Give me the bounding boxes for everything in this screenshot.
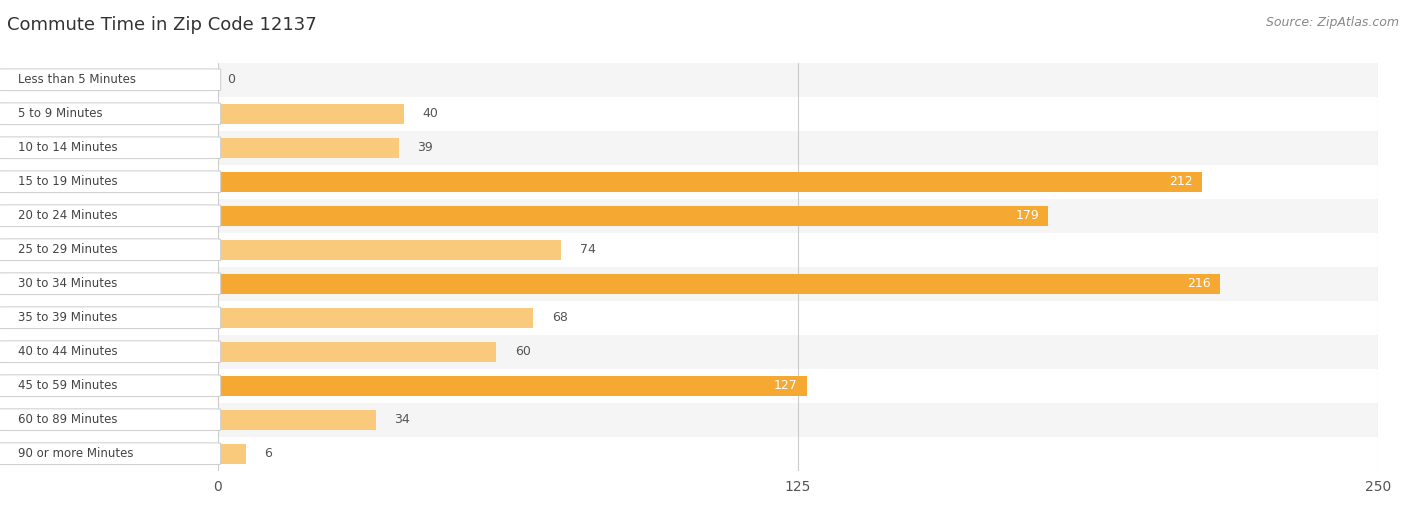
Text: 0: 0 — [228, 73, 235, 86]
FancyBboxPatch shape — [0, 409, 221, 430]
Bar — [218, 206, 1049, 225]
FancyBboxPatch shape — [0, 443, 221, 464]
Bar — [218, 342, 496, 361]
Bar — [218, 301, 1378, 335]
FancyBboxPatch shape — [0, 375, 221, 396]
Bar — [218, 138, 399, 157]
Text: 127: 127 — [775, 379, 799, 392]
Bar — [218, 131, 1378, 165]
Text: 74: 74 — [579, 243, 596, 256]
Bar — [218, 274, 1220, 293]
Bar — [218, 444, 246, 463]
Bar — [218, 410, 375, 429]
Text: Less than 5 Minutes: Less than 5 Minutes — [18, 73, 136, 86]
Bar — [218, 97, 1378, 131]
Bar — [218, 369, 1378, 403]
Bar — [218, 376, 807, 395]
Text: 90 or more Minutes: 90 or more Minutes — [18, 447, 134, 460]
FancyBboxPatch shape — [0, 341, 221, 362]
FancyBboxPatch shape — [0, 239, 221, 260]
FancyBboxPatch shape — [0, 273, 221, 294]
FancyBboxPatch shape — [0, 137, 221, 158]
Text: 179: 179 — [1015, 209, 1039, 222]
Text: Commute Time in Zip Code 12137: Commute Time in Zip Code 12137 — [7, 16, 316, 33]
Bar — [218, 233, 1378, 267]
Text: 10 to 14 Minutes: 10 to 14 Minutes — [18, 141, 118, 154]
Text: 45 to 59 Minutes: 45 to 59 Minutes — [18, 379, 118, 392]
Text: 35 to 39 Minutes: 35 to 39 Minutes — [18, 311, 117, 324]
Bar — [218, 240, 561, 259]
Bar — [218, 437, 1378, 471]
Bar — [218, 172, 1202, 191]
FancyBboxPatch shape — [0, 171, 221, 192]
Text: 6: 6 — [264, 447, 273, 460]
Text: 60 to 89 Minutes: 60 to 89 Minutes — [18, 413, 118, 426]
Bar — [218, 267, 1378, 301]
FancyBboxPatch shape — [0, 69, 221, 90]
Bar — [218, 403, 1378, 437]
Text: 20 to 24 Minutes: 20 to 24 Minutes — [18, 209, 118, 222]
Text: 5 to 9 Minutes: 5 to 9 Minutes — [18, 107, 103, 120]
Text: 39: 39 — [418, 141, 433, 154]
Text: Source: ZipAtlas.com: Source: ZipAtlas.com — [1265, 16, 1399, 29]
Text: 25 to 29 Minutes: 25 to 29 Minutes — [18, 243, 118, 256]
Text: 15 to 19 Minutes: 15 to 19 Minutes — [18, 175, 118, 188]
Bar — [218, 308, 533, 327]
Text: 30 to 34 Minutes: 30 to 34 Minutes — [18, 277, 117, 290]
Bar — [218, 104, 404, 123]
Text: 60: 60 — [515, 345, 530, 358]
FancyBboxPatch shape — [0, 205, 221, 226]
Text: 216: 216 — [1187, 277, 1211, 290]
Text: 40 to 44 Minutes: 40 to 44 Minutes — [18, 345, 118, 358]
Text: 34: 34 — [394, 413, 411, 426]
FancyBboxPatch shape — [0, 307, 221, 328]
FancyBboxPatch shape — [0, 103, 221, 124]
Text: 68: 68 — [553, 311, 568, 324]
Bar — [218, 63, 1378, 97]
Text: 40: 40 — [422, 107, 437, 120]
Bar — [218, 199, 1378, 233]
Text: 212: 212 — [1168, 175, 1192, 188]
Bar — [218, 335, 1378, 369]
Bar — [218, 165, 1378, 199]
